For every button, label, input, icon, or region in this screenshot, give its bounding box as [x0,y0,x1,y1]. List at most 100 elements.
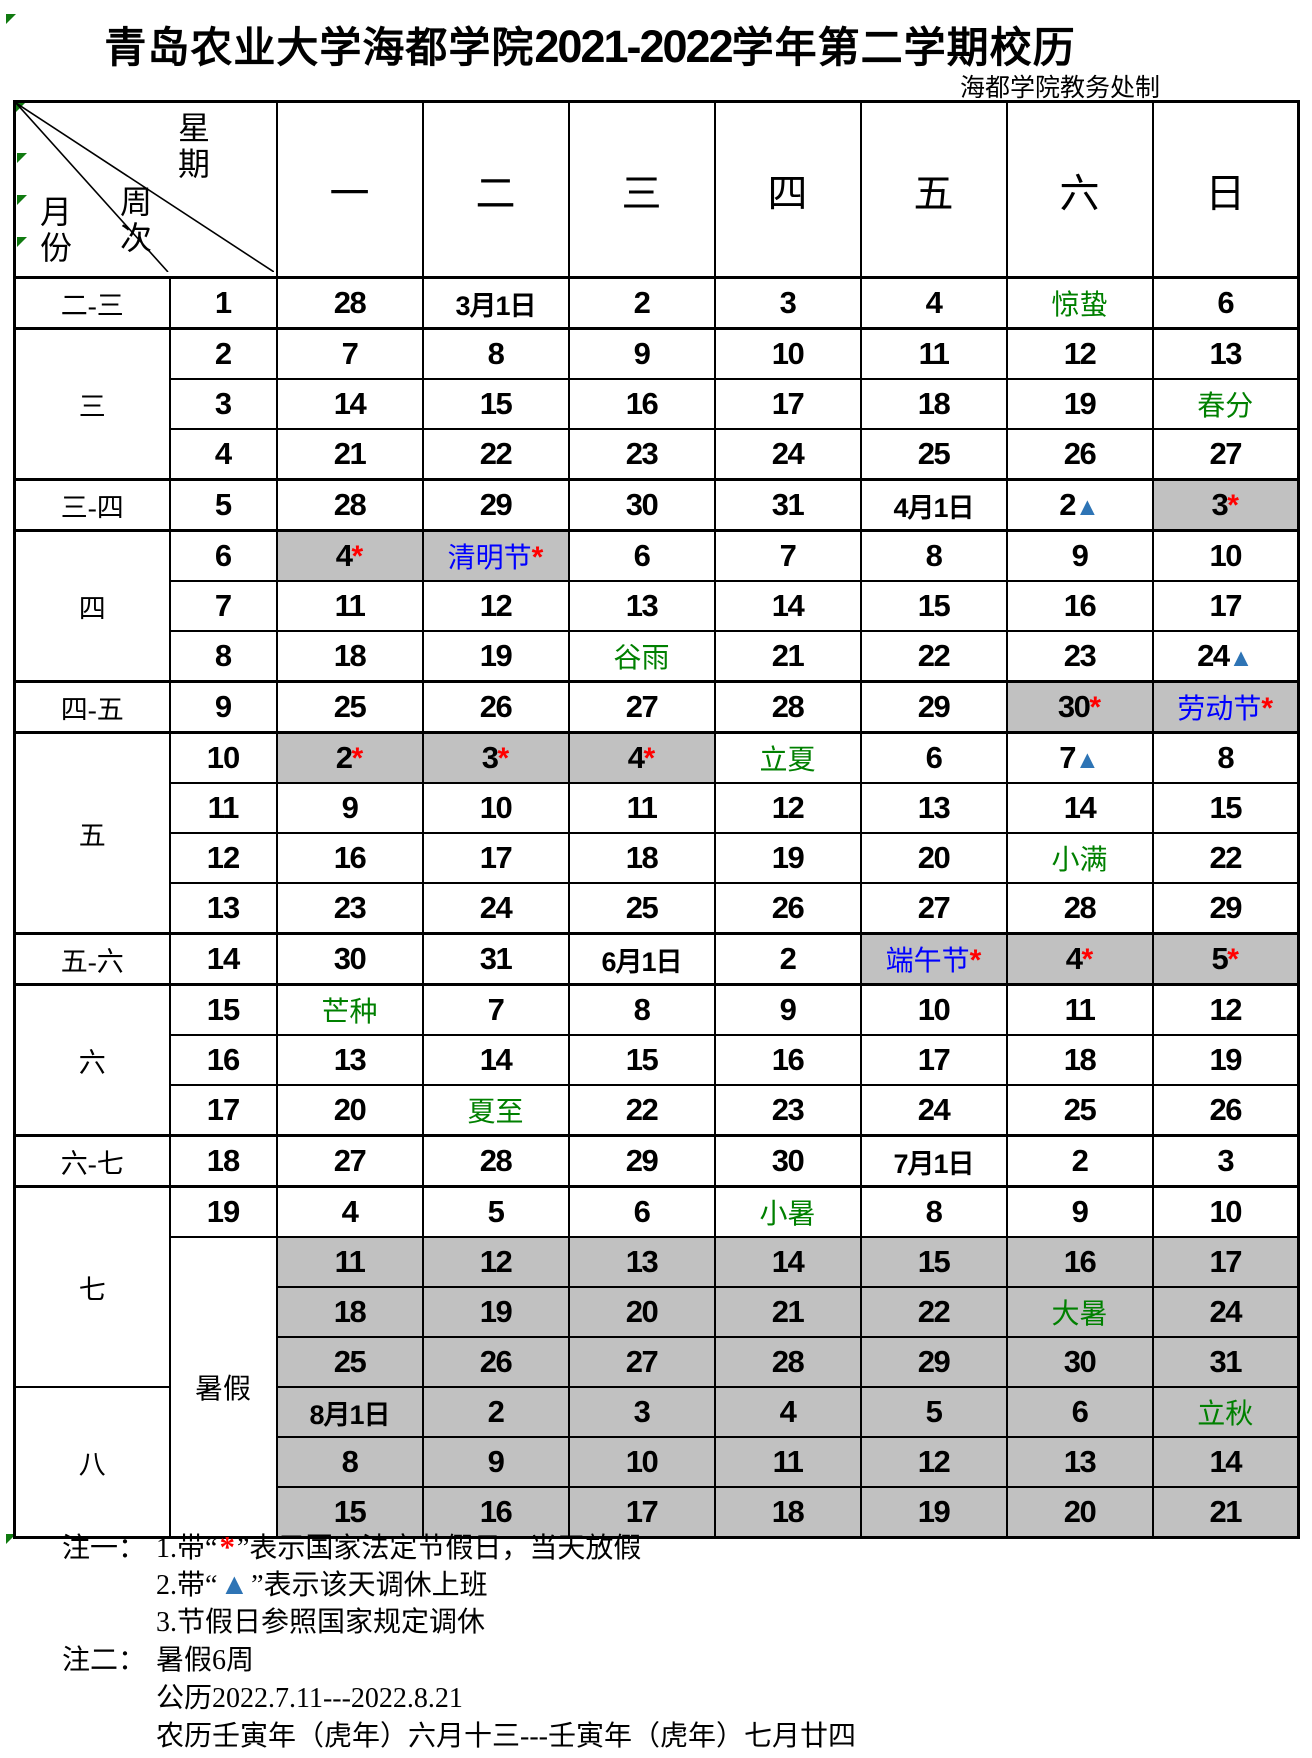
day-header: 日 [1151,100,1300,279]
day-cell: 28 [713,1336,862,1388]
day-cell: 4* [567,731,716,784]
day-cell: 19 [1151,1034,1300,1086]
holiday-star-icon: * [531,541,544,574]
week-number-cell: 1 [168,276,278,330]
day-cell: 9 [1005,529,1154,582]
day-cell: 22 [1151,832,1300,884]
day-cell: 10 [567,1436,716,1488]
day-cell: 7 [713,529,862,582]
day-cell: 2 [1005,1134,1154,1188]
star-legend-icon: * [219,1529,235,1564]
note2-item3: 农历壬寅年（虎年）六月十三---壬寅年（虎年）七月廿四 [156,1721,856,1752]
calendar-body: 二-三 1 28 3月1日 2 3 4 惊蛰 6 三 2 7 8 9 10 11 12 13 3 14 15 16 17 18… [13,276,1300,1539]
day-cell: 28 [1005,882,1154,935]
day-cell: 小暑 [713,1185,862,1238]
month-cell: 八 [13,1386,171,1539]
calendar-row: 五 10 2* 3* 4* 立夏 6 7▲ 8 [13,731,1300,935]
day-cell: 22 [859,630,1008,683]
day-cell: 26 [421,680,570,734]
day-cell: 8 [859,529,1008,582]
day-cell: 18 [1005,1034,1154,1086]
day-cell: 23 [275,882,424,935]
day-cell: 3 [1151,1134,1300,1188]
holiday-star-icon: * [1227,943,1239,976]
day-cell: 2▲ [1005,478,1154,532]
week-number-cell: 14 [168,932,278,986]
day-cell: 17 [1151,1236,1300,1288]
month-cell: 七 [13,1185,171,1388]
week-number-cell: 6 [168,529,278,582]
day-cell: 3 [713,276,862,330]
day-cell: 11 [567,782,716,834]
day-cell: 15 [859,1236,1008,1288]
day-cell: 27 [567,680,716,734]
day-cell: 30 [1005,1336,1154,1388]
day-cell: 25 [1005,1084,1154,1137]
day-cell: 21 [1151,1486,1300,1539]
day-cell: 11 [859,327,1008,380]
week-number-cell: 8 [168,630,278,683]
day-cell: 8 [1151,731,1300,784]
day-cell: 9 [1005,1185,1154,1238]
day-cell: 10 [859,983,1008,1036]
day-cell: 20 [859,832,1008,884]
day-cell: 23 [713,1084,862,1137]
day-cell: 4* [1005,932,1154,986]
day-cell: 大暑 [1005,1286,1154,1338]
day-cell: 14 [1151,1436,1300,1488]
week-number-cell: 9 [168,680,278,734]
day-cell: 18 [859,378,1008,430]
day-cell: 20 [567,1286,716,1338]
title-school-name: 青岛农业大学海都学院 [104,26,535,72]
day-cell: 31 [421,932,570,986]
calendar-row: 四 6 4* 清明节* 6 7 8 9 10 [13,529,1300,683]
day-cell: 8月1日 [275,1386,424,1438]
day-cell: 立秋 [1151,1386,1300,1438]
day-cell: 12 [1005,327,1154,380]
day-cell: 17 [567,1486,716,1539]
calendar-row: 8 9 10 11 12 13 14 [15,1436,1300,1488]
week-number-cell: 18 [168,1134,278,1188]
day-cell: 27 [567,1336,716,1388]
calendar-row: 7 11 12 13 14 15 16 17 [15,580,1300,632]
note1-item1: 1.带“*”表示国家法定节假日，当天放假 [156,1529,642,1564]
calendar-row: 暑假 11 12 13 14 15 16 17 [15,1236,1300,1539]
day-cell: 25 [567,882,716,935]
note-line: 公历2022.7.11---2022.8.21 [62,1680,856,1718]
day-cell: 29 [859,680,1008,734]
day-cell: 4 [859,276,1008,330]
day-cell: 15 [275,1486,424,1539]
week-number-cell: 10 [168,731,278,784]
day-cell: 16 [713,1034,862,1086]
day-cell: 24 [1151,1286,1300,1338]
day-cell: 28 [275,276,424,330]
calendar-row: 六-七 18 27 28 29 30 7月1日 2 3 [13,1134,1300,1188]
day-cell: 30 [275,932,424,986]
calendar-row: 二-三 1 28 3月1日 2 3 4 惊蛰 6 [13,276,1300,330]
day-cell: 25 [275,680,424,734]
day-cell: 12 [859,1436,1008,1488]
calendar-row: 11 9 10 11 12 13 14 15 [15,782,1300,834]
day-cell: 29 [567,1134,716,1188]
day-cell: 5 [421,1185,570,1238]
day-cell: 14 [713,580,862,632]
month-cell: 四 [13,529,171,683]
day-cell: 13 [859,782,1008,834]
week-number-cell: 16 [168,1034,278,1086]
day-cell: 芒种 [275,983,424,1036]
note1-item2: 2.带“▲”表示该天调休上班 [156,1568,488,1601]
day-cell: 27 [275,1134,424,1188]
calendar-row: 六 15 芒种 7 8 9 10 11 12 [13,983,1300,1137]
month-cell: 六 [13,983,171,1137]
day-cell: 24 [859,1084,1008,1137]
title-year: 2021-2022 [534,21,733,72]
day-cell: 26 [1005,428,1154,481]
week-number-cell: 12 [168,832,278,884]
day-cell: 9 [275,782,424,834]
day-header: 三 [567,100,716,279]
day-cell: 惊蛰 [1005,276,1154,330]
day-cell: 30* [1005,680,1154,734]
holiday-star-icon: * [497,742,510,775]
month-cell: 四-五 [13,680,171,734]
